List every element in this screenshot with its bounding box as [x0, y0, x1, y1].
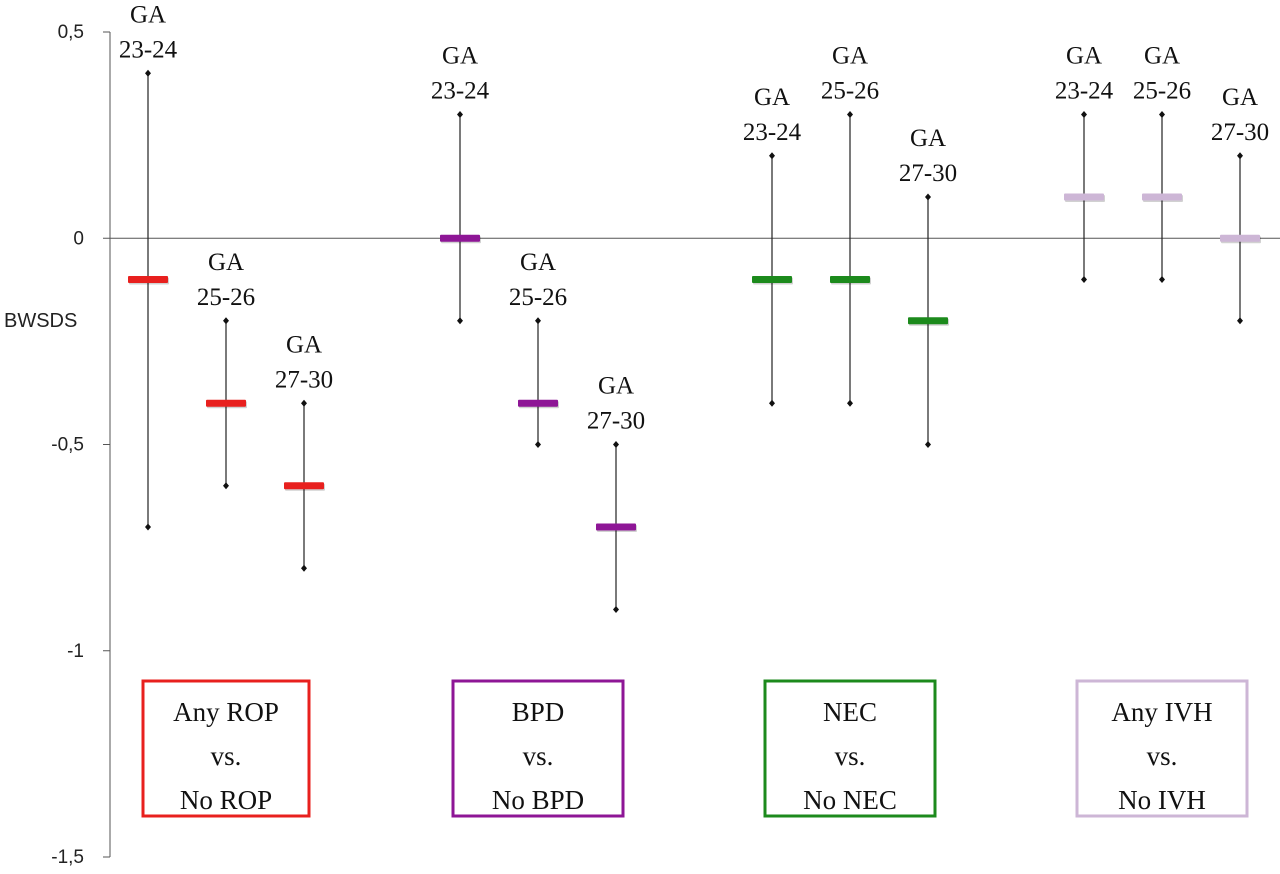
mean-marker [440, 234, 480, 242]
point-label: 27-30 [1211, 119, 1269, 146]
group-box [1075, 679, 1249, 818]
error-bar-upper-marker [613, 441, 619, 448]
error-bar-upper-marker [1159, 111, 1165, 118]
y-tick-label: 0,5 [58, 22, 84, 43]
error-bar-lower-marker [847, 399, 853, 407]
y-tick-label: -1 [67, 641, 84, 662]
group-box-label: vs. [1147, 741, 1178, 771]
mean-marker [908, 317, 948, 325]
point-label: GA [286, 331, 322, 358]
point-label: 23-24 [119, 36, 178, 63]
error-bar-lower-marker [223, 482, 229, 490]
group-box-label: BPD [512, 697, 565, 727]
point-label: 27-30 [587, 408, 645, 435]
group-box-label: No IVH [1118, 785, 1206, 815]
error-bar-lower-marker [457, 317, 463, 325]
error-bar-upper-marker [223, 317, 229, 325]
error-bar-lower-marker [613, 606, 619, 613]
point-label: 25-26 [197, 284, 255, 311]
mean-marker [518, 399, 558, 407]
mean-marker [830, 276, 870, 283]
error-bar-upper-marker [301, 399, 307, 407]
group-box [763, 679, 937, 818]
error-bar-upper-marker [925, 193, 931, 201]
point-label: 25-26 [1133, 78, 1191, 105]
error-bar-lower-marker [535, 441, 541, 448]
group-box-label: No NEC [803, 785, 897, 815]
group-legend-boxes: Any ROP vs. No ROP BPD vs. No BPD NEC vs. No NEC… [141, 679, 1249, 818]
group-box-label: vs. [835, 741, 866, 771]
y-axis: 0,5 0 -0,5 -1 -1,5 BWSDS [4, 22, 111, 868]
point-label: GA [910, 125, 946, 152]
point-label: 23-24 [743, 119, 802, 146]
mean-marker [206, 399, 246, 407]
error-bar-lower-marker [1237, 317, 1243, 325]
group-box-label: Any ROP [173, 697, 279, 727]
mean-marker [1064, 193, 1104, 201]
error-bar-lower-marker [145, 523, 151, 531]
group-box-label: No BPD [492, 785, 584, 815]
error-bar-lower-marker [769, 399, 775, 407]
error-bar-upper-marker [535, 317, 541, 325]
mean-marker [1220, 234, 1260, 242]
group-box-label: vs. [523, 741, 554, 771]
point-label: GA [442, 43, 478, 70]
chart-marks [128, 69, 1261, 613]
error-bar-lower-marker [1159, 276, 1165, 283]
error-bar-lower-marker [301, 564, 307, 572]
error-bar-upper-marker [1237, 152, 1243, 160]
point-label: GA [754, 84, 790, 111]
group-box [141, 679, 311, 818]
mean-marker [596, 523, 636, 531]
group-box-label: vs. [211, 741, 242, 771]
y-tick-label: 0 [73, 228, 84, 249]
point-label: GA [1066, 43, 1102, 70]
point-label: GA [1222, 84, 1258, 111]
group-box-label: Any IVH [1111, 697, 1212, 727]
point-label: 23-24 [1055, 78, 1114, 105]
mean-marker [1142, 193, 1182, 201]
point-label: 25-26 [509, 284, 567, 311]
point-label: GA [598, 373, 634, 400]
point-label: 25-26 [821, 78, 879, 105]
error-bar-upper-marker [847, 111, 853, 118]
error-bar-upper-marker [145, 69, 151, 77]
point-label: GA [520, 249, 556, 276]
point-labels: 23-24 GA 25-26 GA 27-30 GA 23-24 GA 25-26 GA 27-30… [119, 1, 1269, 434]
error-bar-upper-marker [769, 152, 775, 160]
point-label: 27-30 [899, 160, 957, 187]
error-bar-lower-marker [925, 441, 931, 448]
mean-marker [284, 482, 324, 490]
y-axis-title: BWSDS [4, 310, 77, 332]
mean-marker [128, 276, 168, 283]
y-tick-label: -1,5 [51, 847, 84, 868]
group-box-label: No ROP [180, 785, 272, 815]
group-box [451, 679, 625, 818]
error-bar-upper-marker [1081, 111, 1087, 118]
point-label: 27-30 [275, 366, 333, 393]
mean-marker [752, 276, 792, 283]
error-bar-upper-marker [457, 111, 463, 118]
point-label: GA [1144, 43, 1180, 70]
error-bar-lower-marker [1081, 276, 1087, 283]
point-label: GA [832, 43, 868, 70]
point-label: GA [208, 249, 244, 276]
point-label: GA [130, 1, 166, 28]
group-box-label: NEC [823, 697, 877, 727]
y-tick-label: -0,5 [51, 435, 84, 456]
point-label: 23-24 [431, 78, 490, 105]
